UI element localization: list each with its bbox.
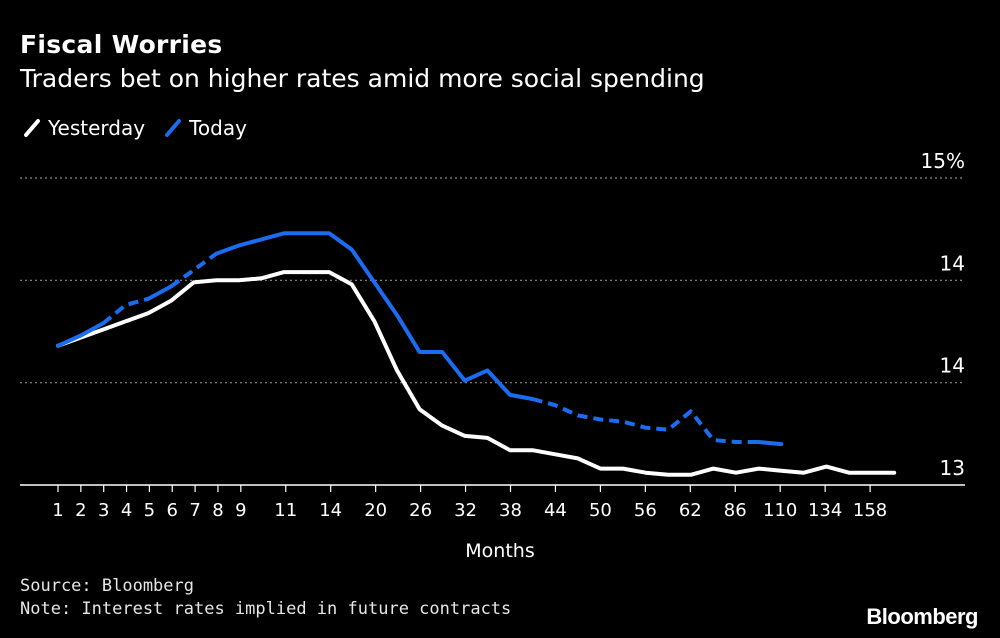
- series-line-today: [101, 296, 149, 325]
- x-tick-label: 86: [724, 500, 747, 521]
- x-axis-label: Months: [465, 540, 534, 562]
- x-tick-label: 134: [808, 500, 842, 521]
- x-tick-label: 2: [75, 500, 86, 521]
- x-tick-label: 44: [544, 500, 567, 521]
- footnote: Note: Interest rates implied in future c…: [20, 599, 512, 619]
- y-tick-label: 14: [940, 354, 965, 378]
- series-line-today: [146, 284, 173, 301]
- x-tick-label: 56: [634, 500, 657, 521]
- x-tick-label: 11: [274, 500, 297, 521]
- x-tick-label: 26: [409, 500, 432, 521]
- x-tick-label: 5: [144, 500, 155, 521]
- gridlines: [20, 177, 965, 384]
- series-line-today: [56, 321, 106, 348]
- series-line-today: [214, 231, 535, 401]
- x-tick-label: 4: [121, 500, 132, 521]
- legend-swatch-today-icon: [165, 119, 182, 137]
- x-tick-label: 158: [853, 500, 887, 521]
- brand-logo: Bloomberg: [866, 604, 978, 629]
- series-lines: [56, 231, 897, 477]
- chart-title: Fiscal Worries: [20, 30, 223, 59]
- y-tick-label: 15%: [921, 149, 965, 173]
- series-line-today: [169, 252, 218, 289]
- chart-subtitle: Traders bet on higher rates amid more so…: [20, 64, 705, 93]
- y-tick-label: 13: [940, 456, 965, 480]
- legend-label-yesterday: Yesterday: [48, 116, 146, 140]
- x-tick-label: 50: [589, 500, 612, 521]
- x-tick-label: 62: [679, 500, 702, 521]
- series-line-today: [532, 397, 759, 444]
- legend: Yesterday Today: [22, 116, 247, 140]
- footer: Source: Bloomberg Note: Interest rates i…: [20, 575, 511, 621]
- x-axis: 1 2 3 4 5 6 7 8 9 11 14 20 26 32 38 44 50 56 62 86 110 134 158: [20, 484, 965, 521]
- legend-swatch-yesterday-icon: [24, 119, 40, 137]
- x-tick-label: 14: [319, 500, 342, 521]
- x-tick-label: 8: [212, 500, 223, 521]
- source-note: Source: Bloomberg: [20, 576, 194, 596]
- legend-item-yesterday: Yesterday: [22, 116, 145, 140]
- x-tick-label: 110: [763, 500, 797, 521]
- x-tick-label: 38: [499, 500, 522, 521]
- legend-label-today: Today: [189, 116, 247, 140]
- x-tick-label: 20: [364, 500, 387, 521]
- y-tick-label: 14: [940, 251, 965, 275]
- x-tick-label: 9: [235, 500, 246, 521]
- x-tick-label: 32: [454, 500, 477, 521]
- x-tick-label: 1: [52, 500, 63, 521]
- x-tick-label: 7: [189, 500, 200, 521]
- legend-item-today: Today: [163, 116, 247, 140]
- series-line-today: [756, 440, 784, 447]
- series-line-yesterday: [56, 270, 897, 477]
- y-axis-tick-labels: 13 14 14 15%: [921, 149, 965, 480]
- x-tick-label: 3: [98, 500, 109, 521]
- x-tick-label: 6: [167, 500, 178, 521]
